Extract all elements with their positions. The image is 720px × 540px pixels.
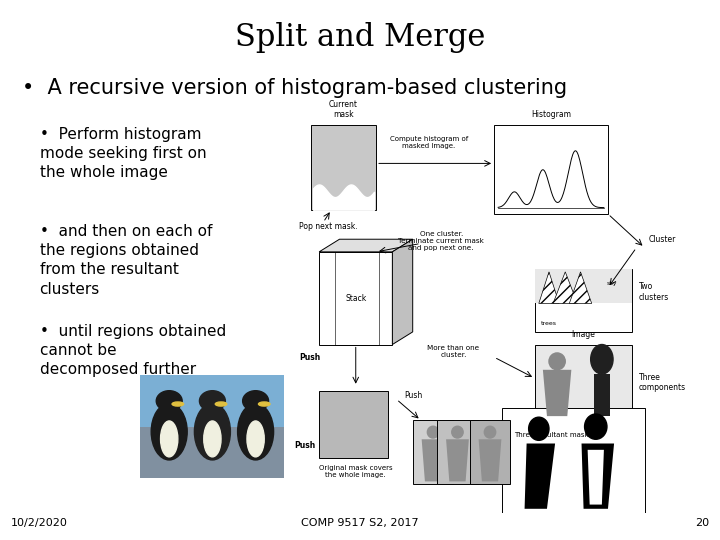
Text: Current
mask: Current mask bbox=[329, 100, 358, 119]
Text: Histogram: Histogram bbox=[531, 110, 571, 119]
Text: COMP 9517 S2, 2017: COMP 9517 S2, 2017 bbox=[301, 518, 419, 528]
Ellipse shape bbox=[172, 402, 184, 406]
Ellipse shape bbox=[156, 391, 182, 411]
Bar bbox=[413, 420, 454, 483]
Polygon shape bbox=[422, 439, 444, 482]
Ellipse shape bbox=[528, 417, 549, 440]
Text: 20: 20 bbox=[695, 518, 709, 528]
Polygon shape bbox=[582, 443, 614, 509]
Ellipse shape bbox=[199, 391, 225, 411]
Polygon shape bbox=[319, 239, 413, 252]
Text: Three
components: Three components bbox=[639, 373, 685, 392]
Text: Cluster: Cluster bbox=[649, 235, 676, 244]
Ellipse shape bbox=[161, 421, 178, 457]
Polygon shape bbox=[392, 239, 413, 345]
Ellipse shape bbox=[243, 391, 269, 411]
Ellipse shape bbox=[258, 402, 270, 406]
Text: Pop next mask.: Pop next mask. bbox=[299, 222, 357, 231]
Polygon shape bbox=[479, 439, 501, 482]
Text: Stack: Stack bbox=[345, 294, 366, 303]
Bar bbox=[594, 374, 610, 416]
Polygon shape bbox=[446, 439, 469, 482]
Text: Push: Push bbox=[294, 441, 315, 450]
Text: More than one
cluster.: More than one cluster. bbox=[428, 345, 480, 357]
Ellipse shape bbox=[215, 402, 227, 406]
Ellipse shape bbox=[204, 421, 221, 457]
Polygon shape bbox=[588, 450, 604, 504]
Text: trees: trees bbox=[541, 321, 557, 326]
Text: •  A recursive version of histogram-based clustering: • A recursive version of histogram-based… bbox=[22, 78, 567, 98]
Polygon shape bbox=[319, 252, 392, 345]
Text: sky: sky bbox=[607, 281, 617, 286]
Ellipse shape bbox=[194, 403, 230, 460]
Polygon shape bbox=[553, 272, 577, 303]
Ellipse shape bbox=[151, 403, 187, 460]
Bar bbox=[319, 391, 388, 458]
Text: •  until regions obtained
cannot be
decomposed further: • until regions obtained cannot be decom… bbox=[40, 324, 226, 377]
Text: Three resultant masks: Three resultant masks bbox=[514, 432, 593, 438]
Text: Two
clusters: Two clusters bbox=[639, 282, 669, 301]
Polygon shape bbox=[543, 370, 572, 416]
Ellipse shape bbox=[238, 403, 274, 460]
Ellipse shape bbox=[247, 421, 264, 457]
Bar bbox=[535, 345, 632, 420]
Text: Compute histogram of
masked Image.: Compute histogram of masked Image. bbox=[390, 136, 468, 148]
Text: Split and Merge: Split and Merge bbox=[235, 22, 485, 52]
Ellipse shape bbox=[428, 426, 438, 438]
Ellipse shape bbox=[451, 426, 463, 438]
Bar bbox=[311, 125, 376, 210]
Polygon shape bbox=[525, 443, 555, 509]
Text: Push: Push bbox=[299, 353, 320, 362]
Ellipse shape bbox=[549, 353, 565, 370]
Ellipse shape bbox=[585, 414, 607, 440]
Bar bbox=[503, 408, 644, 513]
Bar bbox=[535, 269, 632, 332]
Bar bbox=[494, 125, 608, 214]
Bar bbox=[535, 269, 632, 303]
Ellipse shape bbox=[590, 345, 613, 374]
Text: 10/2/2020: 10/2/2020 bbox=[11, 518, 68, 528]
Bar bbox=[140, 427, 284, 478]
Polygon shape bbox=[570, 272, 592, 303]
Text: Push: Push bbox=[405, 390, 423, 400]
Bar bbox=[469, 420, 510, 483]
Text: •  Perform histogram
mode seeking first on
the whole image: • Perform histogram mode seeking first o… bbox=[40, 127, 206, 180]
Ellipse shape bbox=[485, 426, 495, 438]
Polygon shape bbox=[539, 272, 559, 303]
Text: Original mask covers
the whole image.: Original mask covers the whole image. bbox=[319, 464, 392, 477]
Text: One cluster.
Terminate current mask
and pop next one.: One cluster. Terminate current mask and … bbox=[398, 231, 484, 251]
Bar bbox=[140, 375, 284, 427]
Text: Image: Image bbox=[572, 330, 595, 340]
Text: •  and then on each of
the regions obtained
from the resultant
clusters: • and then on each of the regions obtain… bbox=[40, 224, 212, 296]
Bar bbox=[437, 420, 478, 483]
